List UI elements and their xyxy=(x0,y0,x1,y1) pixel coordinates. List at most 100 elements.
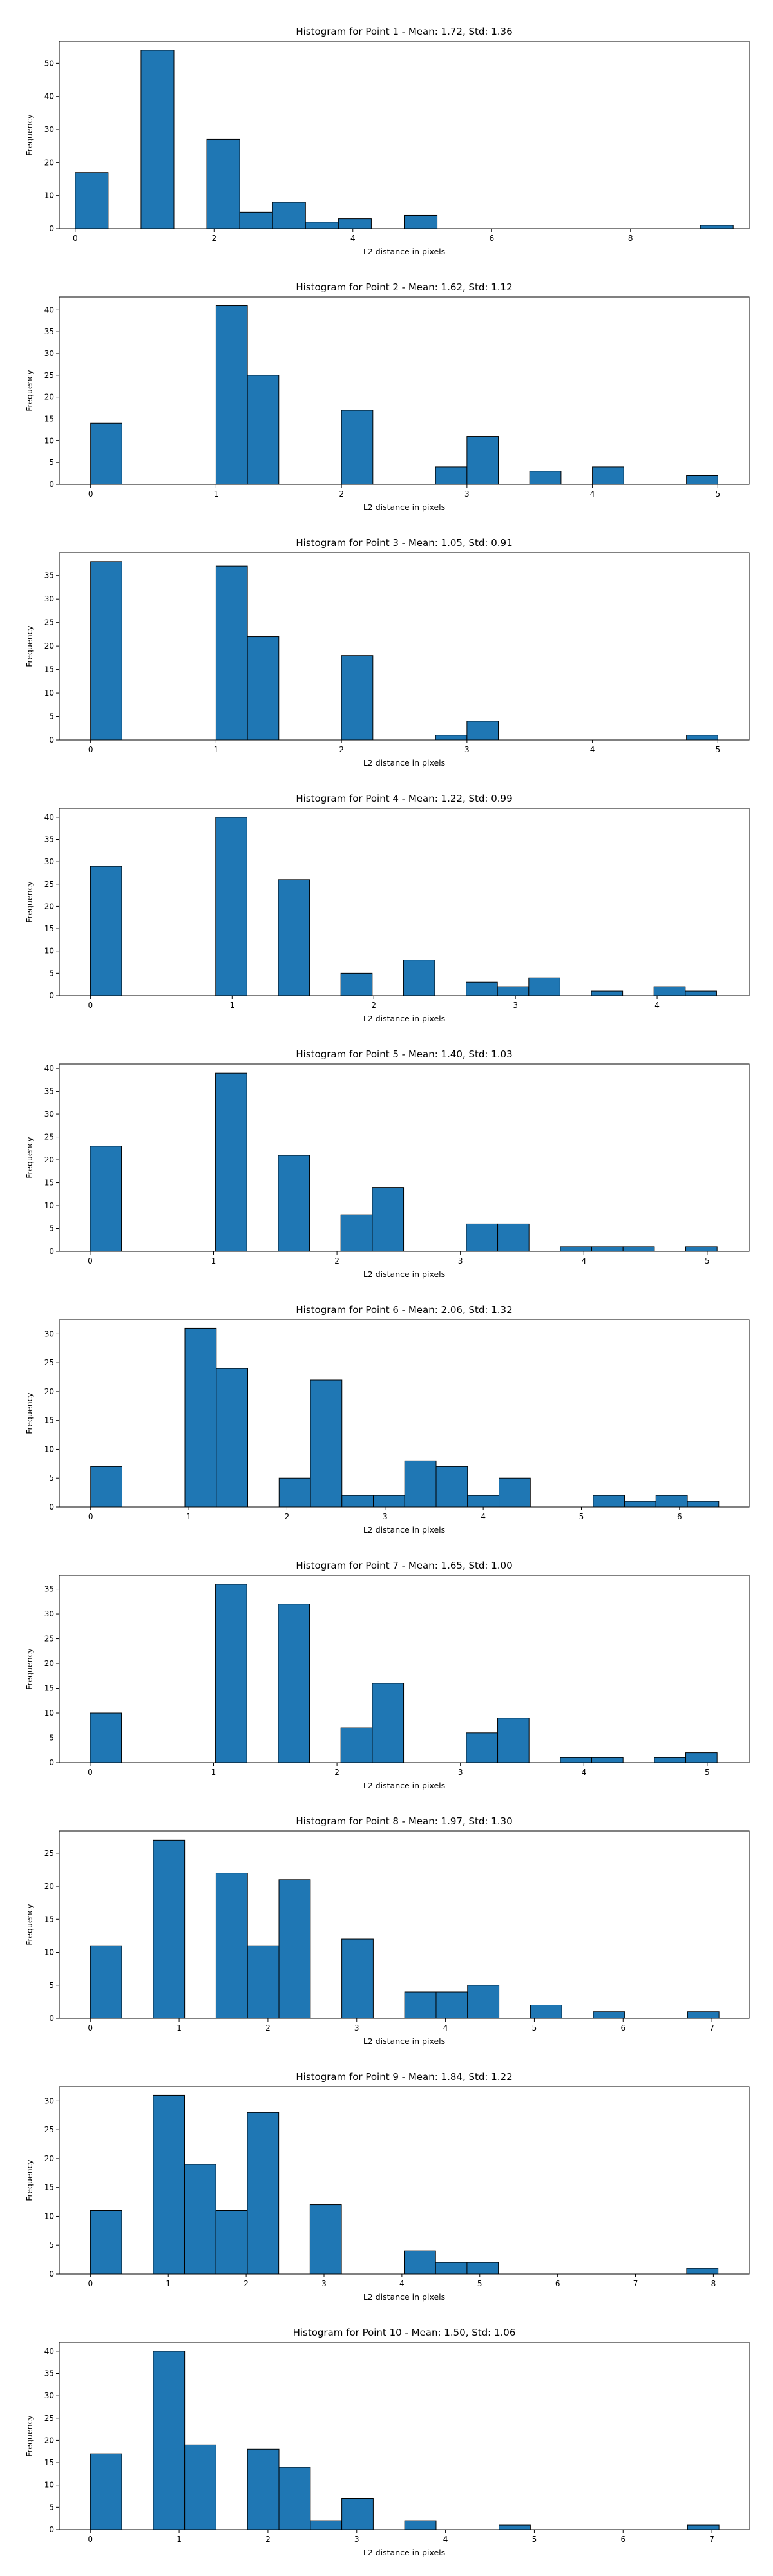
x-tick-label: 4 xyxy=(350,234,356,243)
y-tick-label: 15 xyxy=(44,1684,54,1693)
histogram-panel-10: Histogram for Point 10 - Mean: 1.50, Std… xyxy=(24,2327,750,2557)
y-tick-label: 50 xyxy=(44,59,54,68)
histogram-bar xyxy=(404,214,438,229)
x-tick-label: 1 xyxy=(214,745,219,754)
x-axis-label: L2 distance in pixels xyxy=(363,247,445,256)
axes-frame xyxy=(59,808,750,996)
histogram-bar xyxy=(685,1246,718,1252)
x-tick-label: 2 xyxy=(211,234,216,243)
y-tick-label: 0 xyxy=(49,480,54,489)
histogram-bar xyxy=(247,1945,280,2019)
y-tick-label: 25 xyxy=(44,1849,54,1858)
x-tick-label: 0 xyxy=(88,1256,93,1265)
y-tick-label: 40 xyxy=(44,2347,54,2356)
y-tick-label: 5 xyxy=(49,1734,54,1743)
y-tick-label: 20 xyxy=(44,2436,54,2445)
histogram-bar xyxy=(591,990,624,996)
histogram-bar xyxy=(338,218,372,229)
y-tick-label: 10 xyxy=(44,2211,54,2221)
histogram-bar xyxy=(466,1223,499,1252)
y-tick-label: 15 xyxy=(44,924,54,933)
x-tick-label: 3 xyxy=(464,489,470,498)
y-tick-label: 10 xyxy=(44,947,54,956)
histogram-bar xyxy=(75,172,109,229)
x-tick-label: 5 xyxy=(705,1768,710,1777)
x-tick-label: 1 xyxy=(166,2279,171,2288)
y-tick-label: 25 xyxy=(44,880,54,889)
x-tick-label: 5 xyxy=(532,2023,537,2032)
x-tick-label: 0 xyxy=(73,234,78,243)
x-axis-label: L2 distance in pixels xyxy=(363,1269,445,1279)
chart-title: Histogram for Point 4 - Mean: 1.22, Std:… xyxy=(296,793,512,804)
x-tick-label: 4 xyxy=(581,1256,586,1265)
y-axis-label: Frequency xyxy=(24,1137,34,1179)
histogram-bar xyxy=(530,2005,562,2019)
y-tick-label: 40 xyxy=(44,1064,54,1073)
x-tick-label: 1 xyxy=(177,2535,182,2544)
y-axis-label: Frequency xyxy=(24,370,34,412)
x-tick-label: 6 xyxy=(620,2023,625,2032)
histogram-bar xyxy=(466,981,498,996)
histogram-panel-7: Histogram for Point 7 - Mean: 1.65, Std:… xyxy=(24,1560,750,1790)
axes-frame xyxy=(59,2086,750,2275)
x-tick-label: 1 xyxy=(214,489,219,498)
y-tick-label: 35 xyxy=(44,327,54,336)
y-tick-label: 30 xyxy=(44,594,54,603)
histogram-panel-5: Histogram for Point 5 - Mean: 1.40, Std:… xyxy=(24,1048,750,1279)
y-tick-label: 15 xyxy=(44,665,54,674)
histogram-bar xyxy=(700,225,734,229)
histogram-bar xyxy=(466,1732,499,1763)
histogram-bar xyxy=(499,2524,531,2530)
histogram-bar xyxy=(278,879,310,996)
histogram-bar xyxy=(310,2520,343,2530)
histogram-panel-9: Histogram for Point 9 - Mean: 1.84, Std:… xyxy=(24,2071,750,2302)
x-tick-label: 0 xyxy=(88,1768,93,1777)
y-tick-label: 5 xyxy=(49,1981,54,1990)
axes-frame xyxy=(59,1063,750,1252)
y-tick-label: 0 xyxy=(49,224,54,233)
y-tick-label: 35 xyxy=(44,571,54,580)
histogram-bar xyxy=(372,1683,405,1763)
histogram-bar xyxy=(90,1712,122,1763)
histogram-bar xyxy=(216,1368,249,1508)
x-axis-label: L2 distance in pixels xyxy=(363,2292,445,2302)
y-tick-label: 30 xyxy=(44,1609,54,1618)
y-tick-label: 25 xyxy=(44,2414,54,2423)
y-tick-label: 25 xyxy=(44,2125,54,2134)
y-tick-label: 30 xyxy=(44,349,54,358)
y-axis-label: Frequency xyxy=(24,881,34,923)
histogram-panel-1: Histogram for Point 1 - Mean: 1.72, Std:… xyxy=(24,26,750,256)
y-tick-label: 20 xyxy=(44,1882,54,1891)
y-tick-label: 30 xyxy=(44,2391,54,2400)
x-tick-label: 0 xyxy=(88,2535,93,2544)
x-tick-label: 1 xyxy=(186,1512,191,1521)
y-tick-label: 5 xyxy=(49,1473,54,1482)
chart-title: Histogram for Point 6 - Mean: 2.06, Std:… xyxy=(296,1304,512,1316)
histogram-bar xyxy=(215,817,247,996)
y-axis-label: Frequency xyxy=(24,1392,34,1434)
histogram-bar xyxy=(215,305,248,485)
histogram-bar xyxy=(340,1214,373,1252)
y-tick-label: 10 xyxy=(44,191,54,200)
histogram-bar xyxy=(278,2467,311,2530)
histogram-bar xyxy=(184,2164,216,2275)
histogram-bar xyxy=(340,1727,373,1763)
histogram-bar xyxy=(372,1187,405,1252)
y-tick-label: 0 xyxy=(49,1502,54,1511)
y-tick-label: 15 xyxy=(44,1416,54,1425)
y-tick-label: 35 xyxy=(44,1585,54,1594)
x-tick-label: 5 xyxy=(579,1512,584,1521)
histogram-bar xyxy=(341,2498,374,2530)
histogram-bar xyxy=(685,990,717,996)
y-tick-label: 10 xyxy=(44,1948,54,1957)
y-tick-label: 30 xyxy=(44,1329,54,1338)
x-tick-label: 7 xyxy=(709,2023,714,2032)
y-tick-label: 10 xyxy=(44,1709,54,1718)
x-tick-label: 2 xyxy=(371,1001,376,1010)
x-tick-label: 8 xyxy=(628,234,633,243)
y-tick-label: 25 xyxy=(44,371,54,380)
x-tick-label: 7 xyxy=(709,2535,714,2544)
x-tick-label: 6 xyxy=(620,2535,625,2544)
histogram-bar xyxy=(403,960,435,996)
